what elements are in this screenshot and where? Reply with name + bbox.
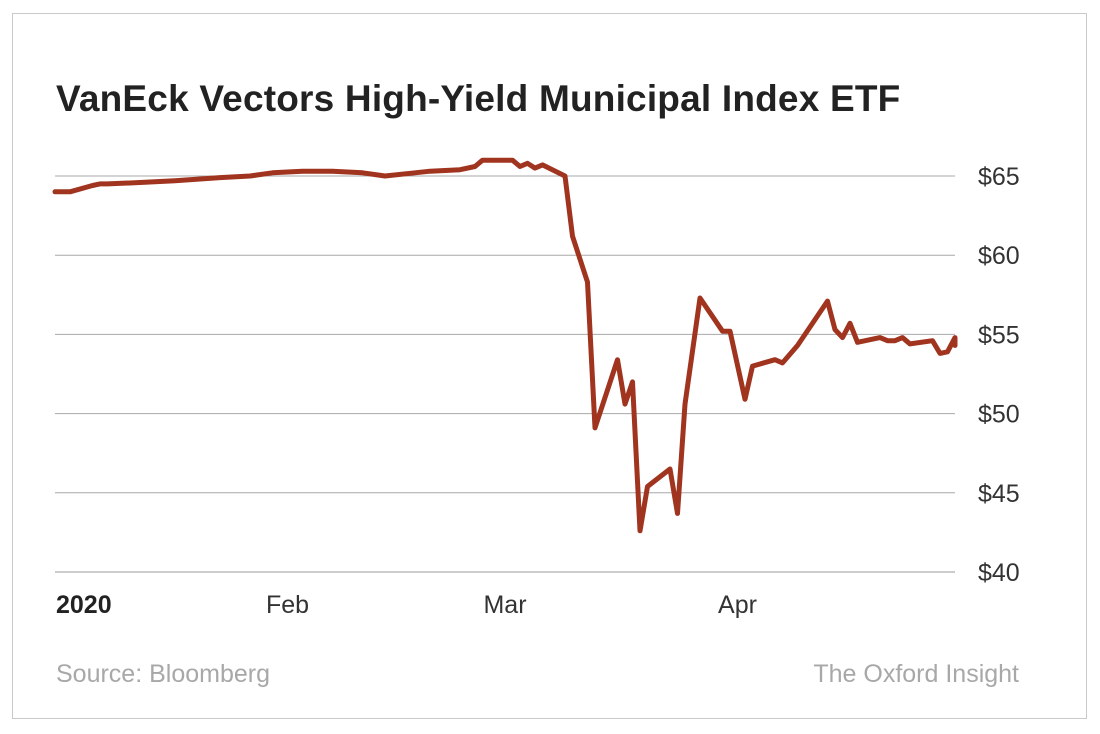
series-layer [52, 157, 958, 534]
series-line [52, 157, 958, 534]
x-tick-label: Mar [483, 591, 526, 619]
y-tick-label: $40 [978, 559, 1020, 587]
x-tick-label: 2020 [56, 591, 112, 619]
y-tick-label: $60 [978, 242, 1020, 270]
grid-lines [55, 175, 955, 573]
x-tick-label: Apr [718, 591, 757, 619]
y-tick-label: $65 [978, 163, 1020, 191]
chart-frame [12, 13, 1087, 719]
y-tick-label: $55 [978, 321, 1020, 349]
chart-title: VanEck Vectors High-Yield Municipal Inde… [56, 78, 901, 119]
y-tick-label: $50 [978, 401, 1020, 429]
x-tick-label: Feb [266, 591, 309, 619]
brand-label: The Oxford Insight [813, 660, 1019, 688]
source-note: Source: Bloomberg [56, 660, 271, 688]
y-axis-ticks: $40 $45 $50 $55 $60 $65 [978, 163, 1020, 587]
y-tick-label: $45 [978, 480, 1020, 508]
x-axis-ticks: 2020 Feb Mar Apr [56, 591, 757, 619]
